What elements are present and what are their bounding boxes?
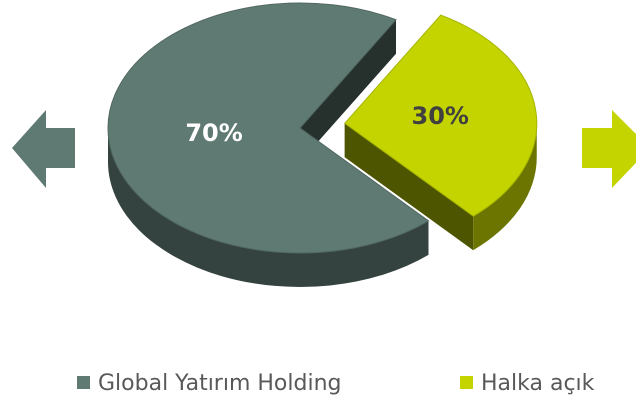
legend-label: Halka açık [481,371,595,396]
legend-label: Global Yatırım Holding [98,371,341,396]
slice-labels: 70% 30% [185,102,469,147]
slice-label: 30% [412,102,469,130]
legend-swatch [460,376,473,389]
slice [107,2,430,254]
slice-wall [300,19,396,162]
slice-label: 70% [185,119,242,147]
slice-side [473,123,537,251]
pie [107,2,538,288]
left-arrow [12,110,75,188]
slice-side [108,128,429,288]
slice [344,14,538,217]
legend-swatch [77,376,90,389]
legend: Global Yatırım Holding Halka açık [77,371,595,396]
right-arrow [582,110,636,188]
slice-wall [344,123,474,251]
